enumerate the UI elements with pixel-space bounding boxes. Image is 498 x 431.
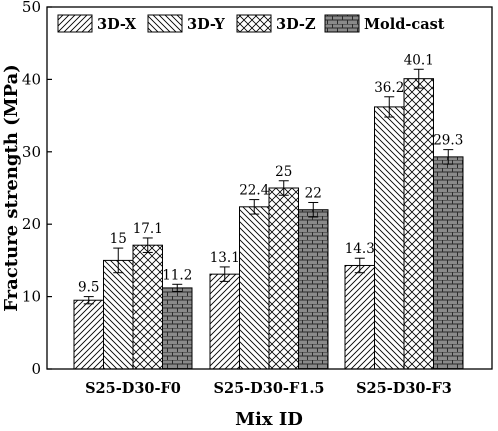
data-label: 25 (275, 164, 292, 180)
error-bar (384, 96, 395, 118)
error-bar (443, 149, 454, 165)
legend-label: 3D-X (97, 16, 137, 33)
bar-3d-y-3 (374, 106, 405, 370)
data-label: 15 (110, 231, 127, 247)
y-tick-label: 50 (22, 0, 41, 16)
error-bar (249, 199, 260, 215)
legend-swatch (57, 14, 93, 33)
y-tick-label: 10 (22, 288, 41, 306)
legend-swatch (236, 14, 272, 33)
data-label: 17.1 (133, 221, 163, 237)
legend-label: 3D-Z (276, 16, 316, 33)
bar-mold-cast-1 (162, 287, 193, 370)
error-bar (83, 296, 94, 305)
y-tick-label: 0 (31, 360, 41, 378)
bar-3d-y-2 (239, 206, 270, 370)
bar-3d-z-1 (132, 244, 163, 370)
x-category-label: S25-D30-F1.5 (214, 380, 325, 397)
x-axis-title: Mix ID (235, 409, 303, 430)
bar-3d-x-3 (344, 264, 375, 370)
y-axis-title: Fracture strength (MPa) (1, 64, 22, 312)
data-label: 11.2 (162, 267, 192, 283)
y-tick-label: 40 (22, 70, 41, 88)
data-label: 14.3 (345, 241, 375, 257)
data-label: 9.5 (78, 280, 99, 296)
x-axis: S25-D30-F0 S25-D30-F1.5 S25-D30-F3 (85, 364, 452, 397)
legend-swatch (324, 14, 360, 33)
data-label: 13.1 (210, 250, 240, 266)
legend-item-mold-cast: Mold-cast (324, 14, 445, 33)
legend: 3D-X 3D-Y 3D-Z Mold-cast (57, 14, 445, 33)
legend-item-3d-y: 3D-Y (147, 14, 225, 33)
legend-label: 3D-Y (187, 16, 225, 33)
bar-3d-y-1 (103, 259, 134, 370)
bar-3d-x-1 (73, 299, 104, 370)
legend-item-3d-z: 3D-Z (236, 14, 316, 33)
bar-mold-cast-2 (298, 209, 329, 370)
data-label: 40.1 (404, 52, 434, 68)
error-bar (142, 237, 153, 253)
data-label: 22 (305, 185, 322, 201)
x-category-label: S25-D30-F0 (85, 380, 181, 397)
error-bar (278, 180, 289, 196)
y-tick-label: 30 (22, 143, 41, 161)
data-label: 29.3 (433, 133, 463, 149)
plot-area: 9.5 15 17.1 11.2 13.1 22.4 25 22 14.3 36.240.1 29.… (73, 52, 464, 370)
legend-swatch (147, 14, 183, 33)
y-tick-label: 20 (22, 215, 41, 233)
bar-3d-z-2 (268, 187, 299, 370)
bar-3d-z-3 (403, 78, 434, 370)
error-bar (172, 283, 183, 293)
legend-label: Mold-cast (364, 16, 445, 33)
data-label: 22.4 (239, 183, 269, 199)
bar-mold-cast-3 (433, 156, 464, 370)
y-axis: 0 10 20 30 40 50 (22, 0, 52, 378)
data-label: 36.2 (374, 80, 404, 96)
error-bar (354, 257, 365, 274)
error-bar (413, 68, 424, 89)
error-bar (219, 266, 230, 282)
error-bar (113, 247, 124, 274)
x-category-label: S25-D30-F3 (356, 380, 452, 397)
legend-item-3d-x: 3D-X (57, 14, 137, 33)
bar-3d-x-2 (209, 273, 240, 370)
error-bar (308, 201, 319, 218)
